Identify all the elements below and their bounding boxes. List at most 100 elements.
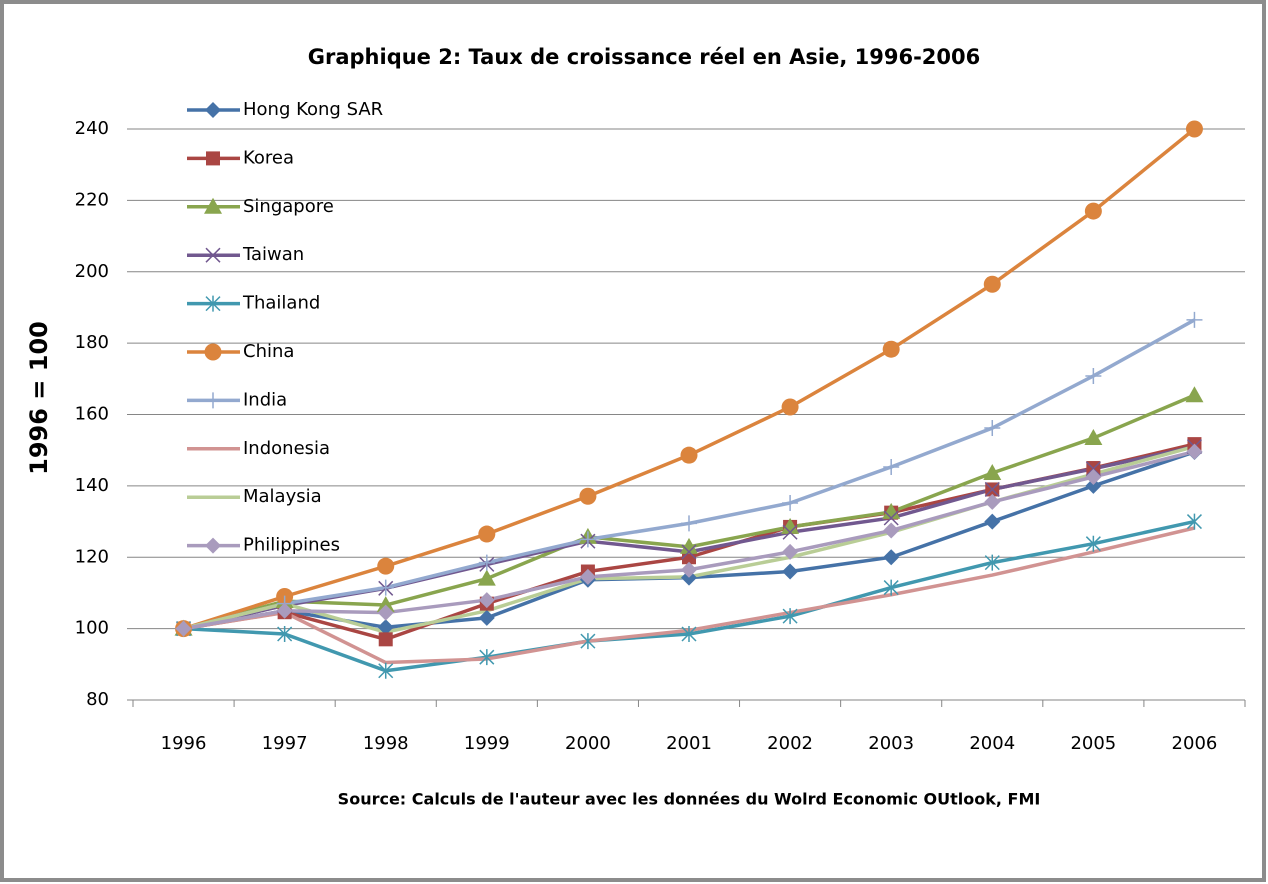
legend-label: Indonesia	[243, 438, 330, 459]
legend-label: Korea	[243, 147, 294, 168]
marker	[681, 515, 697, 532]
legend-label: Singapore	[243, 196, 334, 217]
y-tick-label: 240	[75, 118, 109, 139]
x-tick-label: 1996	[161, 733, 207, 754]
y-tick-label: 220	[75, 189, 109, 210]
marker	[983, 464, 1002, 481]
x-tick-label: 1998	[363, 733, 409, 754]
marker	[477, 569, 496, 586]
legend-label: Thailand	[242, 293, 320, 314]
x-tick-label: 2006	[1172, 733, 1218, 754]
marker	[681, 544, 697, 560]
y-tick-label: 140	[75, 475, 109, 496]
marker	[781, 517, 800, 534]
legend-label: Taiwan	[242, 244, 304, 265]
marker	[883, 549, 900, 566]
x-tick-label: 2001	[666, 733, 712, 754]
marker	[782, 608, 798, 625]
marker	[984, 481, 1000, 497]
marker	[1085, 468, 1102, 485]
marker	[781, 398, 799, 416]
marker	[1186, 513, 1202, 530]
x-tick-label: 1999	[464, 733, 510, 754]
marker	[377, 619, 394, 636]
marker	[205, 247, 221, 263]
marker	[782, 563, 799, 580]
marker	[1085, 477, 1102, 494]
marker	[277, 625, 293, 642]
marker	[681, 561, 697, 578]
x-tick-label: 2004	[969, 733, 1015, 754]
marker	[1084, 202, 1102, 220]
marker	[579, 531, 596, 548]
marker	[1085, 535, 1101, 552]
legend-label: India	[243, 389, 287, 410]
marker	[782, 524, 798, 540]
marker	[276, 602, 293, 619]
marker	[883, 510, 899, 526]
marker	[478, 609, 495, 626]
marker	[580, 633, 596, 650]
marker	[377, 579, 394, 596]
marker	[782, 495, 799, 512]
x-tick-label: 2003	[868, 733, 914, 754]
marker	[478, 554, 495, 571]
marker	[205, 392, 221, 409]
marker	[1085, 461, 1101, 477]
marker	[782, 543, 799, 560]
marker	[883, 458, 900, 475]
source-note: Source: Calculs de l'auteur avec les don…	[338, 790, 1041, 809]
marker	[175, 620, 192, 637]
marker	[1185, 120, 1203, 138]
y-tick-label: 120	[75, 546, 109, 567]
legend-label: Philippines	[243, 535, 340, 556]
marker	[378, 662, 394, 679]
marker	[205, 295, 221, 312]
marker	[206, 151, 220, 166]
marker	[1186, 311, 1203, 328]
marker	[883, 522, 900, 539]
marker	[984, 513, 1001, 530]
marker	[377, 557, 395, 575]
marker	[376, 596, 395, 613]
legend-label: Malaysia	[243, 486, 322, 507]
x-tick-label: 2002	[767, 733, 813, 754]
marker	[378, 632, 393, 647]
marker	[204, 343, 222, 361]
marker	[204, 197, 222, 214]
marker	[882, 502, 901, 519]
marker	[205, 102, 221, 118]
marker	[478, 525, 496, 543]
marker	[984, 420, 1001, 437]
marker	[984, 554, 1000, 571]
y-tick-label: 160	[75, 404, 109, 425]
legend-label: China	[243, 341, 294, 362]
marker	[1084, 429, 1103, 446]
marker	[882, 340, 900, 358]
marker	[1186, 443, 1203, 460]
marker	[478, 592, 495, 609]
marker	[1185, 386, 1204, 403]
marker	[479, 649, 495, 666]
marker	[883, 579, 899, 596]
y-tick-label: 80	[86, 689, 109, 710]
marker	[681, 625, 697, 642]
marker	[984, 493, 1001, 510]
x-tick-label: 1997	[262, 733, 308, 754]
y-axis-label: 1996 = 100	[25, 321, 53, 475]
marker	[680, 537, 698, 554]
marker	[377, 604, 394, 621]
marker	[680, 446, 698, 464]
y-tick-label: 200	[75, 261, 109, 282]
y-tick-label: 180	[75, 332, 109, 353]
marker	[579, 568, 596, 585]
marker	[579, 487, 597, 505]
x-tick-label: 2000	[565, 733, 611, 754]
marker	[983, 275, 1001, 293]
marker	[205, 537, 221, 554]
y-tick-label: 100	[75, 618, 109, 639]
legend-label: Hong Kong SAR	[243, 99, 383, 120]
chart-title: Graphique 2: Taux de croissance réel en …	[308, 45, 980, 69]
